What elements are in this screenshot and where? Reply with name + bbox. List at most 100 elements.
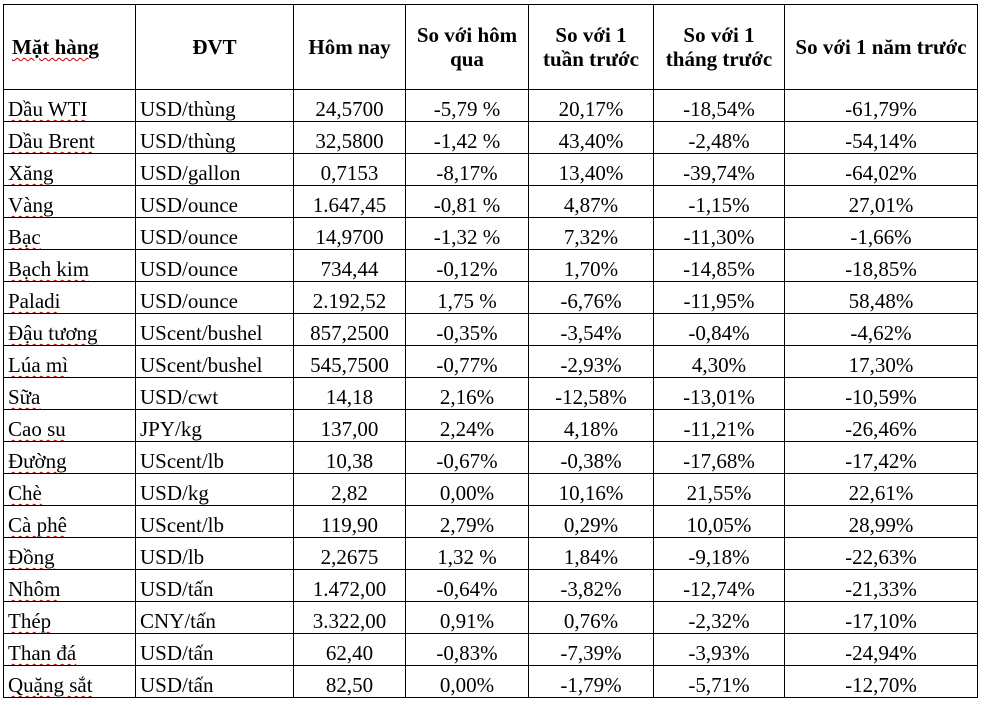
cell-unit: USD/ounce <box>135 217 294 250</box>
cell-unit: UScent/lb <box>135 441 294 474</box>
table-row: Lúa mì UScent/bushel 545,7500 -0,77% -2,93% 4… <box>3 345 978 378</box>
cell-vs-week: -3,82% <box>528 569 654 602</box>
cell-vs-yesterday: 2,16% <box>405 377 529 410</box>
table-row: Cao su JPY/kg 137,00 2,24% 4,18% -11,21% -26,4… <box>3 409 978 442</box>
commodity-price-table: Mặt hàng ĐVT Hôm nay So với hôm qua So v… <box>3 4 978 698</box>
table-header-row: Mặt hàng ĐVT Hôm nay So với hôm qua So v… <box>3 4 978 90</box>
table-row: Chè USD/kg 2,82 0,00% 10,16% 21,55% 22,61% <box>3 473 978 506</box>
cell-unit: USD/ounce <box>135 185 294 218</box>
item-label: Dầu Brent <box>8 129 95 153</box>
table-row: Đồng USD/lb 2,2675 1,32 % 1,84% -9,18% -22,63% <box>3 537 978 570</box>
cell-vs-month: 10,05% <box>653 505 785 538</box>
cell-item: Đồng <box>3 537 136 570</box>
table-row: Cà phê UScent/lb 119,90 2,79% 0,29% 10,05% 28,… <box>3 505 978 538</box>
cell-vs-week: 20,17% <box>528 89 654 122</box>
cell-unit: USD/kg <box>135 473 294 506</box>
cell-vs-year: -61,79% <box>784 89 978 122</box>
cell-vs-month: -9,18% <box>653 537 785 570</box>
cell-today: 82,50 <box>293 665 406 698</box>
cell-vs-week: -1,79% <box>528 665 654 698</box>
cell-unit: USD/tấn <box>135 665 294 698</box>
cell-unit: USD/thùng <box>135 121 294 154</box>
cell-unit: USD/ounce <box>135 281 294 314</box>
item-label: Xăng <box>8 161 54 185</box>
cell-item: Paladi <box>3 281 136 314</box>
cell-today: 1.472,00 <box>293 569 406 602</box>
cell-today: 734,44 <box>293 249 406 282</box>
item-label: Chè <box>8 481 42 505</box>
cell-vs-week: 4,18% <box>528 409 654 442</box>
cell-vs-week: 4,87% <box>528 185 654 218</box>
item-label: Sữa <box>8 385 41 409</box>
cell-vs-year: -1,66% <box>784 217 978 250</box>
cell-vs-month: -11,30% <box>653 217 785 250</box>
cell-vs-week: 1,70% <box>528 249 654 282</box>
cell-vs-yesterday: -5,79 % <box>405 89 529 122</box>
cell-vs-yesterday: -0,35% <box>405 313 529 346</box>
cell-today: 3.322,00 <box>293 601 406 634</box>
table-row: Sữa USD/cwt 14,18 2,16% -12,58% -13,01% -10,59… <box>3 377 978 410</box>
cell-vs-year: 22,61% <box>784 473 978 506</box>
cell-today: 137,00 <box>293 409 406 442</box>
header-vs-week: So với 1 tuần trước <box>528 4 654 90</box>
item-label: Cao su <box>8 417 66 441</box>
item-label: Bạc <box>8 225 41 249</box>
item-label: Nhôm <box>8 577 61 601</box>
cell-today: 62,40 <box>293 633 406 666</box>
cell-vs-year: -17,10% <box>784 601 978 634</box>
cell-vs-month: -11,21% <box>653 409 785 442</box>
table-row: Paladi USD/ounce 2.192,52 1,75 % -6,76% -11,9… <box>3 281 978 314</box>
cell-item: Bạc <box>3 217 136 250</box>
cell-vs-yesterday: 1,32 % <box>405 537 529 570</box>
item-label: Đậu tương <box>8 321 98 345</box>
cell-vs-week: 1,84% <box>528 537 654 570</box>
cell-unit: USD/tấn <box>135 633 294 666</box>
table-row: Đường UScent/lb 10,38 -0,67% -0,38% -17,68% -1… <box>3 441 978 474</box>
item-label: Paladi <box>8 289 61 313</box>
cell-vs-yesterday: 2,79% <box>405 505 529 538</box>
cell-vs-year: -24,94% <box>784 633 978 666</box>
cell-today: 2,82 <box>293 473 406 506</box>
cell-today: 14,18 <box>293 377 406 410</box>
cell-vs-yesterday: -0,83% <box>405 633 529 666</box>
cell-item: Nhôm <box>3 569 136 602</box>
cell-today: 24,5700 <box>293 89 406 122</box>
cell-item: Than đá <box>3 633 136 666</box>
cell-vs-month: -2,32% <box>653 601 785 634</box>
cell-vs-month: -14,85% <box>653 249 785 282</box>
cell-vs-yesterday: -0,64% <box>405 569 529 602</box>
item-label: Quặng sắt <box>8 673 93 697</box>
item-label: Thép <box>8 609 52 633</box>
cell-unit: JPY/kg <box>135 409 294 442</box>
cell-vs-week: -12,58% <box>528 377 654 410</box>
cell-vs-month: -17,68% <box>653 441 785 474</box>
cell-today: 2,2675 <box>293 537 406 570</box>
cell-unit: UScent/bushel <box>135 313 294 346</box>
cell-today: 545,7500 <box>293 345 406 378</box>
cell-vs-week: -7,39% <box>528 633 654 666</box>
cell-vs-year: -22,63% <box>784 537 978 570</box>
cell-vs-year: -10,59% <box>784 377 978 410</box>
cell-vs-week: -0,38% <box>528 441 654 474</box>
cell-today: 32,5800 <box>293 121 406 154</box>
cell-item: Cao su <box>3 409 136 442</box>
cell-vs-yesterday: 1,75 % <box>405 281 529 314</box>
cell-vs-year: 28,99% <box>784 505 978 538</box>
cell-item: Thép <box>3 601 136 634</box>
cell-vs-year: 58,48% <box>784 281 978 314</box>
cell-vs-month: -13,01% <box>653 377 785 410</box>
header-vs-year: So với 1 năm trước <box>784 4 978 90</box>
cell-vs-year: -18,85% <box>784 249 978 282</box>
cell-vs-yesterday: -8,17% <box>405 153 529 186</box>
table-row: Bạc USD/ounce 14,9700 -1,32 % 7,32% -11,30% -1… <box>3 217 978 250</box>
item-label: Vàng <box>8 193 54 217</box>
cell-vs-yesterday: 0,00% <box>405 665 529 698</box>
item-label: Đường <box>8 449 67 473</box>
item-label: Dầu WTI <box>8 97 88 121</box>
item-label: Cà phê <box>8 513 67 537</box>
header-today: Hôm nay <box>293 4 406 90</box>
table-row: Dầu Brent USD/thùng 32,5800 -1,42 % 43,40% -2… <box>3 121 978 154</box>
cell-vs-month: -11,95% <box>653 281 785 314</box>
cell-vs-month: -0,84% <box>653 313 785 346</box>
